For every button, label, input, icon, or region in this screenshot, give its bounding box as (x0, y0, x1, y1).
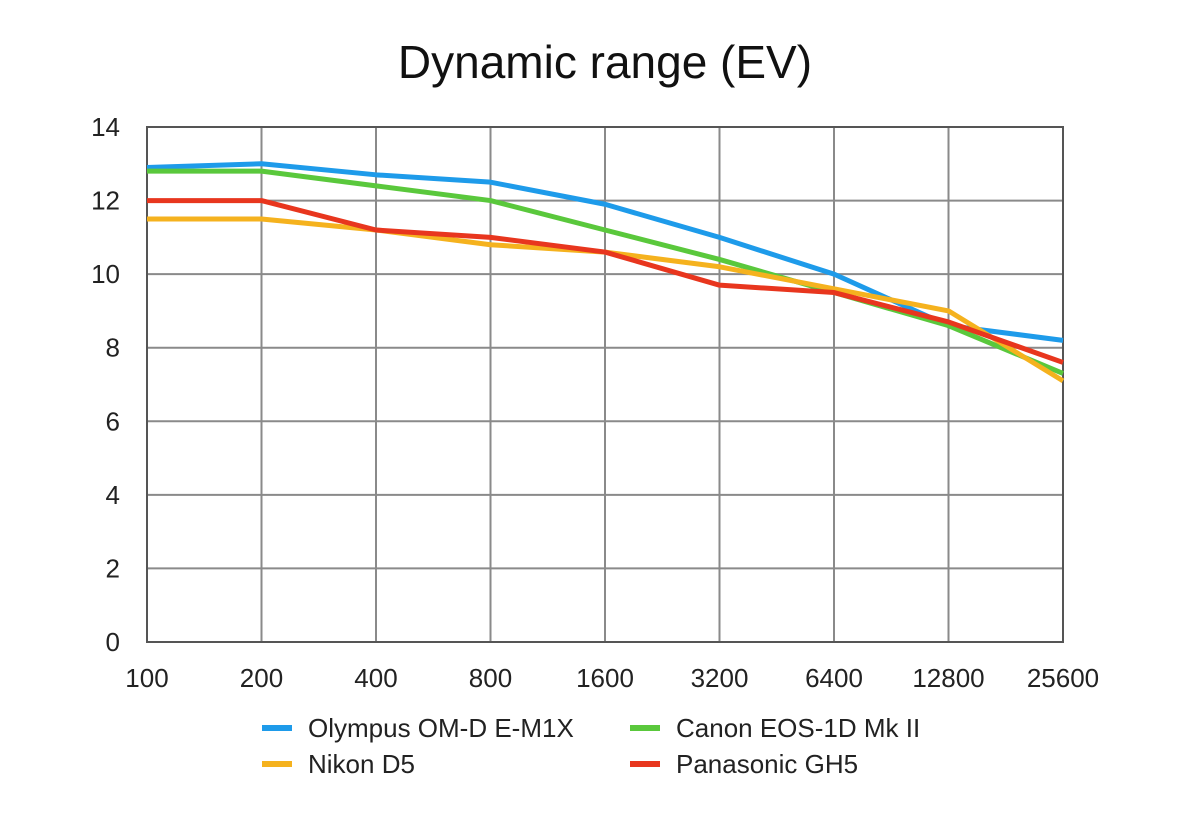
x-tick-label: 25600 (1027, 663, 1099, 693)
grid-lines (146, 126, 1064, 643)
x-tick-label: 100 (125, 663, 168, 693)
y-tick-label: 10 (91, 259, 120, 289)
y-tick-label: 12 (91, 186, 120, 216)
y-tick-label: 6 (106, 406, 120, 436)
series-lines (146, 161, 1065, 383)
series-line-olympus-om-d-e-m1x (146, 161, 1064, 343)
plot-frame (146, 126, 1064, 643)
legend-label-panasonic-gh5: Panasonic GH5 (676, 749, 858, 779)
x-tick-label: 800 (469, 663, 512, 693)
x-axis-ticks: 100 200 400 800 1600 3200 6400 12800 25600 (125, 663, 1099, 693)
legend: Olympus OM-D E-M1X Canon EOS-1D Mk II Niko… (262, 713, 920, 779)
x-tick-label: 12800 (912, 663, 984, 693)
legend-label-canon-eos-1d-mk-ii: Canon EOS-1D Mk II (676, 713, 920, 743)
legend-label-olympus-om-d-e-m1x: Olympus OM-D E-M1X (308, 713, 574, 743)
chart-title: Dynamic range (EV) (398, 36, 812, 88)
y-tick-label: 14 (91, 112, 120, 142)
x-tick-label: 1600 (576, 663, 634, 693)
y-tick-label: 0 (106, 627, 120, 657)
y-tick-label: 8 (106, 333, 120, 363)
x-tick-label: 6400 (805, 663, 863, 693)
x-tick-label: 200 (240, 663, 283, 693)
y-axis-ticks: 0 2 4 6 8 10 12 14 (91, 112, 120, 657)
x-tick-label: 400 (354, 663, 397, 693)
y-tick-label: 2 (106, 553, 120, 583)
x-tick-label: 3200 (691, 663, 749, 693)
legend-label-nikon-d5: Nikon D5 (308, 749, 415, 779)
y-tick-label: 4 (106, 480, 120, 510)
series-line-panasonic-gh5 (147, 198, 1064, 365)
